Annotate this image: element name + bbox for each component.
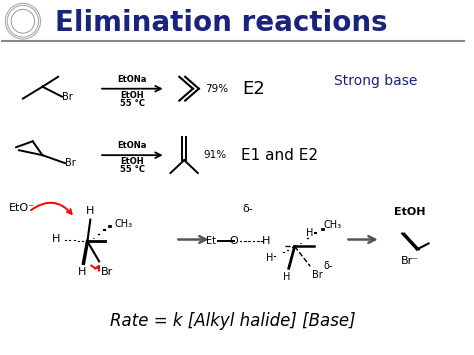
Text: EtONa: EtONa xyxy=(118,141,147,150)
Text: O: O xyxy=(229,236,238,246)
Text: H: H xyxy=(52,234,60,244)
Text: E1 and E2: E1 and E2 xyxy=(241,148,318,163)
FancyArrowPatch shape xyxy=(31,203,72,214)
Text: Br: Br xyxy=(312,270,323,280)
Text: EtOH: EtOH xyxy=(120,157,144,166)
Text: Br⁻: Br⁻ xyxy=(401,256,419,266)
Text: 55 °C: 55 °C xyxy=(120,99,145,108)
Text: H: H xyxy=(261,236,270,246)
Text: EtOH: EtOH xyxy=(394,207,426,217)
Text: Br: Br xyxy=(65,158,76,168)
Text: H: H xyxy=(306,228,313,237)
Text: δ-: δ- xyxy=(324,261,333,271)
Text: 79%: 79% xyxy=(205,84,228,94)
Text: H: H xyxy=(283,272,291,282)
Text: Rate = k [Alkyl halide] [Base]: Rate = k [Alkyl halide] [Base] xyxy=(110,312,356,330)
Text: Et: Et xyxy=(207,236,217,246)
Text: Br: Br xyxy=(101,267,113,277)
Text: EtO⁻: EtO⁻ xyxy=(9,203,35,213)
Text: 55 °C: 55 °C xyxy=(120,165,145,174)
Text: EtONa: EtONa xyxy=(118,75,147,84)
FancyArrowPatch shape xyxy=(91,266,99,271)
Text: Elimination reactions: Elimination reactions xyxy=(55,9,388,37)
Text: Br: Br xyxy=(62,92,73,102)
Text: CH₃: CH₃ xyxy=(324,220,342,230)
Text: H: H xyxy=(78,267,87,277)
Text: EtOH: EtOH xyxy=(120,91,144,100)
Text: CH₃: CH₃ xyxy=(115,219,133,229)
Text: E2: E2 xyxy=(242,80,264,98)
Text: 91%: 91% xyxy=(204,150,227,160)
Text: H: H xyxy=(86,206,94,216)
Text: Strong base: Strong base xyxy=(334,74,417,88)
Text: H: H xyxy=(266,253,273,263)
Text: δ-: δ- xyxy=(242,204,253,214)
